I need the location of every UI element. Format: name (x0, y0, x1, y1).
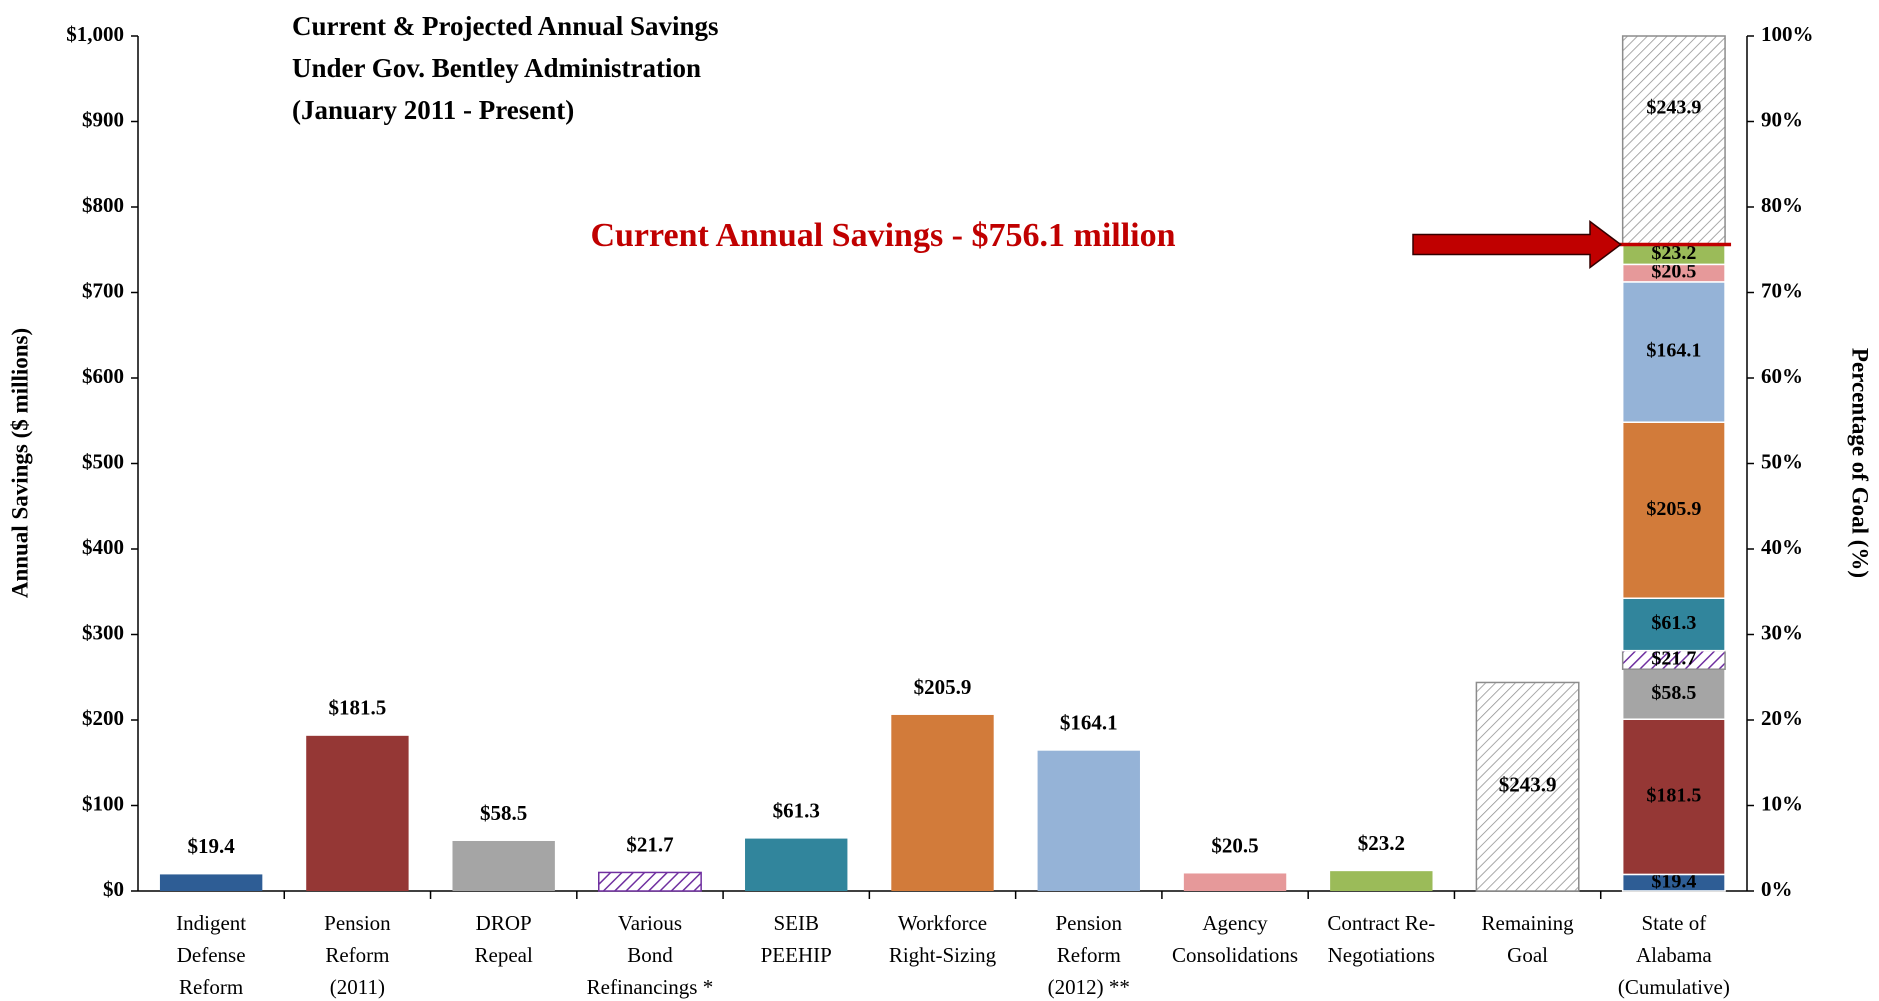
y2-tick-label: 100% (1761, 22, 1814, 46)
y2-tick-label: 80% (1761, 193, 1803, 217)
x-tick-label: Alabama (1636, 943, 1712, 967)
x-tick-label: Agency (1202, 911, 1268, 935)
stack-segment (1621, 35, 1726, 246)
value-label: $243.9 (1499, 773, 1557, 797)
stack-segment (1621, 718, 1726, 876)
x-tick-label: State of (1641, 911, 1706, 935)
x-tick-label: Bond (627, 943, 673, 967)
x-tick-label: Refinancings * (587, 975, 714, 999)
y-tick-label: $800 (82, 193, 124, 217)
value-label: $20.5 (1211, 833, 1258, 857)
stack-label: $181.5 (1646, 784, 1701, 806)
x-tick-label: Negotiations (1328, 943, 1435, 967)
y2-tick-label: 90% (1761, 107, 1803, 131)
x-tick-label: DROP (476, 911, 532, 935)
stack-segment (1621, 421, 1726, 599)
bar (452, 840, 555, 891)
stack-segment (1621, 597, 1726, 652)
value-label: $164.1 (1060, 711, 1118, 735)
y-tick-label: $600 (82, 364, 124, 388)
stack-label: $164.1 (1646, 340, 1701, 362)
chart-title: Current & Projected Annual Savings (292, 11, 719, 41)
stack-label: $21.7 (1651, 648, 1696, 670)
y-tick-label: $300 (82, 620, 124, 644)
stack-segment (1621, 281, 1726, 423)
x-tick-label: Contract Re- (1327, 911, 1435, 935)
x-tick-label: Goal (1507, 943, 1548, 967)
x-tick-label: Various (618, 911, 682, 935)
y-tick-label: $700 (82, 278, 124, 302)
bar (745, 838, 848, 891)
value-label: $61.3 (773, 798, 820, 822)
y-tick-label: $1,000 (66, 22, 124, 46)
bar (891, 714, 994, 891)
bar (1037, 750, 1140, 891)
bar (1183, 873, 1287, 891)
y2-tick-label: 50% (1761, 449, 1803, 473)
x-tick-label: Reform (1057, 943, 1121, 967)
y2-tick-label: 40% (1761, 535, 1803, 559)
y2-tick-label: 0% (1761, 877, 1793, 901)
value-label: $205.9 (914, 675, 972, 699)
x-tick-label: Consolidations (1172, 943, 1298, 967)
x-tick-label: (2011) (330, 975, 385, 999)
x-tick-label: PEEHIP (761, 943, 832, 967)
x-tick-label: Pension (324, 911, 391, 935)
y-tick-label: $500 (82, 449, 124, 473)
y-tick-label: $100 (82, 791, 124, 815)
annotation: Current Annual Savings - $756.1 million (590, 217, 1175, 254)
annotation-arrow (1412, 220, 1622, 270)
y-tick-label: $400 (82, 535, 124, 559)
value-label: $21.7 (626, 832, 673, 856)
bar (1475, 681, 1580, 892)
stack-label: $19.4 (1651, 870, 1696, 892)
x-tick-label: Indigent (176, 911, 246, 935)
y-tick-label: $900 (82, 107, 124, 131)
x-tick-label: SEIB (773, 911, 819, 935)
x-tick-label: Defense (177, 943, 246, 967)
chart-title: (January 2011 - Present) (292, 95, 574, 125)
y2-tick-label: 30% (1761, 620, 1803, 644)
y2-axis-title: Percentage of Goal (%) (1848, 348, 1873, 578)
x-tick-label: Repeal (475, 943, 533, 967)
stack-label: $205.9 (1646, 498, 1701, 520)
y-axis-title: Annual Savings ($ millions) (7, 328, 32, 598)
stack-label: $20.5 (1651, 261, 1696, 283)
x-tick-label: Reform (179, 975, 243, 999)
value-label: $58.5 (480, 801, 527, 825)
stack-label: $58.5 (1651, 682, 1696, 704)
bar (159, 874, 263, 891)
bar (598, 871, 702, 892)
stack-label: $61.3 (1651, 612, 1696, 634)
x-tick-label: Remaining (1482, 911, 1575, 935)
y-tick-label: $200 (82, 706, 124, 730)
x-tick-label: Reform (325, 943, 389, 967)
y2-tick-label: 70% (1761, 278, 1803, 302)
chart-title: Under Gov. Bentley Administration (292, 53, 701, 83)
stack-label: $243.9 (1646, 97, 1701, 119)
y2-tick-label: 20% (1761, 706, 1803, 730)
value-label: $23.2 (1358, 831, 1405, 855)
bar (1330, 871, 1433, 891)
x-tick-label: Pension (1056, 911, 1123, 935)
x-tick-label: Right-Sizing (889, 943, 997, 967)
y-tick-label: $0 (103, 877, 124, 901)
value-label: $19.4 (188, 834, 236, 858)
stack-label: $23.2 (1651, 242, 1696, 264)
y2-tick-label: 10% (1761, 791, 1803, 815)
bar (306, 735, 409, 891)
x-tick-label: (Cumulative) (1618, 975, 1730, 999)
x-tick-label: Workforce (898, 911, 987, 935)
value-label: $181.5 (329, 696, 387, 720)
y2-tick-label: 60% (1761, 364, 1803, 388)
x-tick-label: (2012) ** (1048, 975, 1130, 999)
